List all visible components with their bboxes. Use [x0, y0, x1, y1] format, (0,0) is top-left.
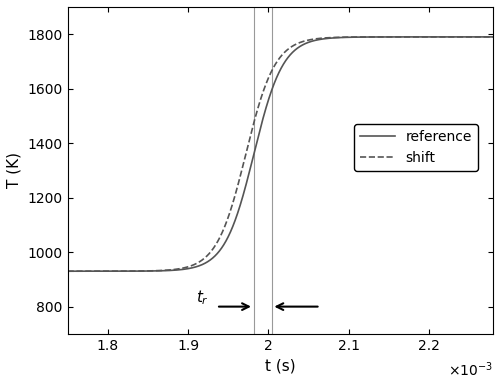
Line: shift: shift	[68, 37, 493, 271]
reference	[468, 34, 473, 39]
shift	[272, 62, 278, 66]
Text: $t_r$: $t_r$	[196, 288, 209, 307]
shift	[90, 269, 96, 273]
reference	[272, 78, 278, 82]
shift	[490, 34, 496, 39]
Text: $\times10^{-3}$: $\times10^{-3}$	[448, 360, 493, 379]
shift	[66, 269, 72, 273]
Line: reference: reference	[68, 37, 493, 271]
shift	[468, 34, 473, 39]
Y-axis label: T (K): T (K)	[7, 152, 22, 188]
reference	[148, 269, 154, 273]
Legend: reference, shift: reference, shift	[354, 124, 478, 170]
reference	[64, 269, 70, 273]
shift	[148, 268, 154, 273]
reference	[82, 269, 88, 273]
X-axis label: t (s): t (s)	[265, 358, 296, 373]
reference	[490, 34, 496, 39]
reference	[66, 269, 72, 273]
shift	[82, 269, 88, 273]
reference	[90, 269, 96, 273]
shift	[64, 269, 70, 273]
